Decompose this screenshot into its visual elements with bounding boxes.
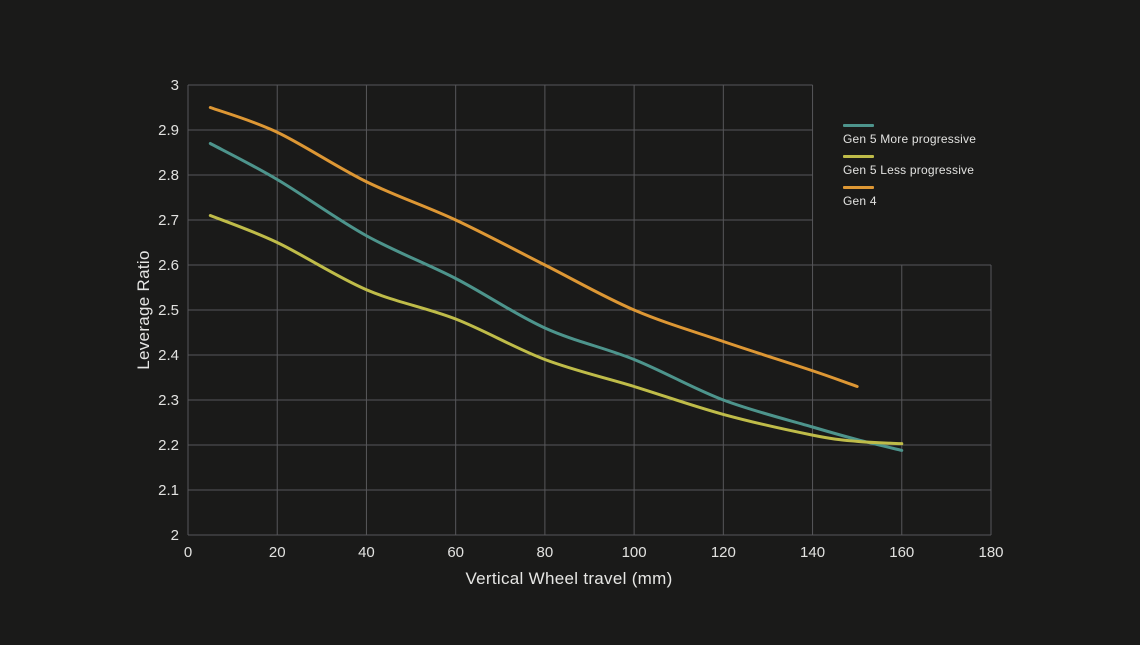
legend-swatch-gen-4 <box>843 186 874 189</box>
y-tick-label: 2.5 <box>158 302 179 319</box>
legend-item-gen-5-less-progressive: Gen 5 Less progressive <box>843 155 976 176</box>
x-tick-label: 80 <box>537 544 554 561</box>
legend-label: Gen 5 Less progressive <box>843 163 975 177</box>
series-line-gen-5-less-progressive <box>208 214 904 446</box>
legend-label: Gen 5 More progressive <box>843 132 977 146</box>
x-tick-label: 20 <box>269 544 286 561</box>
x-tick-label: 100 <box>622 544 647 561</box>
y-tick-label: 3 <box>171 77 179 94</box>
x-tick-label: 120 <box>711 544 736 561</box>
x-tick-label: 180 <box>978 544 1003 561</box>
x-tick-label: 160 <box>889 544 914 561</box>
x-tick-label: 60 <box>447 544 464 561</box>
y-tick-label: 2.1 <box>158 482 179 499</box>
y-tick-label: 2.6 <box>158 257 179 274</box>
legend-label: Gen 4 <box>843 194 877 208</box>
x-tick-label: 0 <box>184 544 192 561</box>
legend-item-gen-4: Gen 4 <box>843 186 976 207</box>
y-axis-title: Leverage Ratio <box>134 250 153 370</box>
y-tick-label: 2 <box>171 527 179 544</box>
x-axis-title: Vertical Wheel travel (mm) <box>465 569 673 588</box>
y-tick-label: 2.4 <box>158 347 179 364</box>
legend-swatch-gen-5-more-progressive <box>843 124 874 127</box>
x-tick-label: 140 <box>800 544 825 561</box>
x-tick-label: 40 <box>358 544 375 561</box>
legend-swatch-gen-5-less-progressive <box>843 155 874 158</box>
series-line-gen-5-more-progressive <box>208 142 904 452</box>
legend-item-gen-5-more-progressive: Gen 5 More progressive <box>843 124 976 145</box>
series-line-gen-4 <box>208 106 859 388</box>
legend: Gen 5 More progressive Gen 5 Less progres… <box>843 124 976 217</box>
y-tick-label: 2.2 <box>158 437 179 454</box>
y-tick-label: 2.3 <box>158 392 179 409</box>
y-tick-label: 2.9 <box>158 122 179 139</box>
y-tick-label: 2.8 <box>158 167 179 184</box>
y-tick-label: 2.7 <box>158 212 179 229</box>
